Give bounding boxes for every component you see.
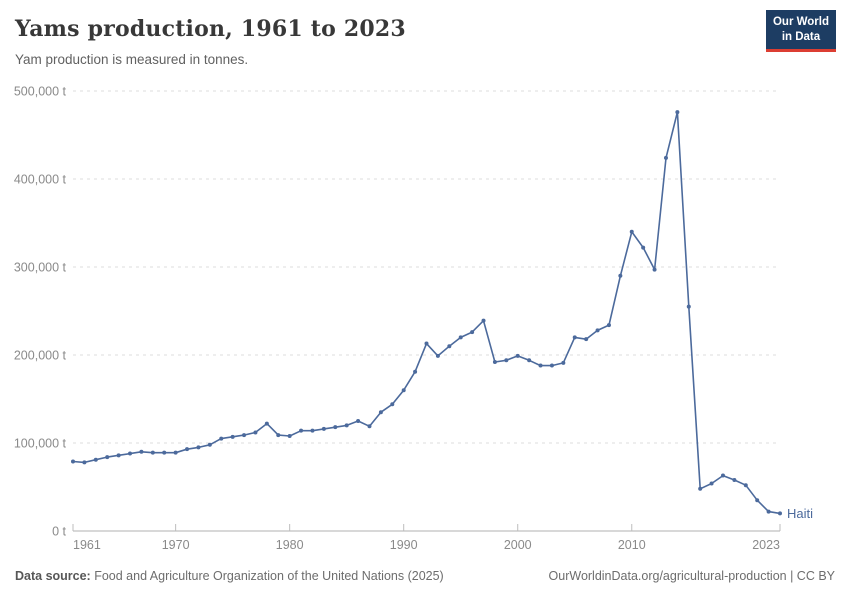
- data-point: [720, 473, 725, 478]
- data-point: [778, 511, 782, 516]
- data-point: [344, 423, 349, 428]
- data-point: [367, 424, 372, 429]
- data-source-note: Data source: Food and Agriculture Organi…: [15, 569, 444, 583]
- y-tick-label: 400,000 t: [14, 173, 67, 187]
- data-point: [173, 450, 178, 455]
- data-point: [606, 323, 611, 328]
- data-point: [755, 498, 760, 503]
- data-point: [287, 433, 292, 438]
- data-point: [458, 335, 463, 340]
- data-point: [481, 318, 486, 323]
- data-point: [93, 457, 98, 462]
- data-point: [743, 483, 748, 488]
- data-point: [663, 155, 668, 160]
- x-tick-label: 1980: [276, 538, 304, 552]
- data-point: [128, 451, 133, 456]
- data-point: [618, 273, 623, 278]
- data-point: [230, 434, 235, 439]
- data-point: [321, 426, 326, 431]
- y-tick-label: 0 t: [52, 525, 66, 539]
- data-line-haiti: [72, 111, 781, 515]
- data-source-text: Food and Agriculture Organization of the…: [90, 569, 444, 583]
- data-point: [139, 449, 144, 454]
- data-point: [413, 369, 418, 374]
- data-point: [686, 304, 691, 309]
- x-tick-label: 2023: [752, 538, 780, 552]
- data-point: [242, 433, 247, 438]
- data-point: [150, 450, 155, 455]
- data-point: [709, 481, 714, 486]
- data-point: [105, 455, 110, 460]
- data-point: [435, 353, 440, 358]
- data-point: [572, 335, 577, 340]
- data-point: [116, 453, 121, 458]
- x-tick-label: 1961: [73, 538, 101, 552]
- data-point: [196, 445, 201, 450]
- data-point: [82, 460, 87, 465]
- data-point: [675, 110, 680, 115]
- data-point: [401, 388, 406, 393]
- footer-attribution: OurWorldinData.org/agricultural-producti…: [548, 569, 835, 583]
- data-point: [71, 459, 75, 464]
- y-tick-label: 100,000 t: [14, 437, 67, 451]
- data-point: [504, 358, 509, 363]
- data-point: [299, 428, 304, 433]
- data-point: [253, 430, 258, 435]
- x-tick-label: 1990: [390, 538, 418, 552]
- data-point: [310, 428, 315, 433]
- chart-footer: Data source: Food and Agriculture Organi…: [15, 569, 835, 583]
- y-tick-label: 300,000 t: [14, 261, 67, 275]
- data-point: [549, 363, 554, 368]
- data-point: [561, 360, 566, 365]
- data-point: [378, 410, 383, 415]
- data-point: [207, 442, 212, 447]
- data-point: [629, 229, 634, 234]
- x-tick-label: 2010: [618, 538, 646, 552]
- data-point: [652, 267, 657, 272]
- data-point: [641, 245, 646, 250]
- data-point: [390, 402, 395, 407]
- entity-label-haiti[interactable]: Haiti: [787, 506, 813, 521]
- data-point: [538, 363, 543, 368]
- data-point: [162, 450, 167, 455]
- data-point: [333, 425, 338, 430]
- data-point: [356, 419, 361, 423]
- data-source-label: Data source:: [15, 569, 91, 583]
- data-point: [527, 358, 532, 363]
- data-point: [584, 337, 589, 342]
- data-point: [470, 330, 475, 335]
- data-point: [698, 486, 703, 491]
- owid-logo-line2: in Data: [781, 30, 821, 43]
- data-point: [515, 353, 520, 358]
- data-point: [264, 421, 269, 426]
- data-point: [447, 344, 452, 349]
- y-tick-label: 200,000 t: [14, 349, 67, 363]
- chart-subtitle: Yam production is measured in tonnes.: [15, 52, 249, 67]
- data-point: [766, 509, 771, 514]
- chart-title: Yams production, 1961 to 2023: [15, 16, 406, 42]
- data-point: [424, 341, 429, 346]
- owid-logo-line1: Our World: [772, 16, 829, 28]
- data-point: [185, 447, 190, 452]
- x-tick-label: 2000: [504, 538, 532, 552]
- data-point: [492, 360, 497, 365]
- data-point: [276, 433, 281, 438]
- data-point: [219, 436, 224, 441]
- data-point: [732, 477, 737, 482]
- owid-logo: Our World in Data: [765, 10, 836, 52]
- data-point: [595, 328, 600, 333]
- y-tick-label: 500,000 t: [14, 85, 67, 99]
- x-tick-label: 1970: [162, 538, 190, 552]
